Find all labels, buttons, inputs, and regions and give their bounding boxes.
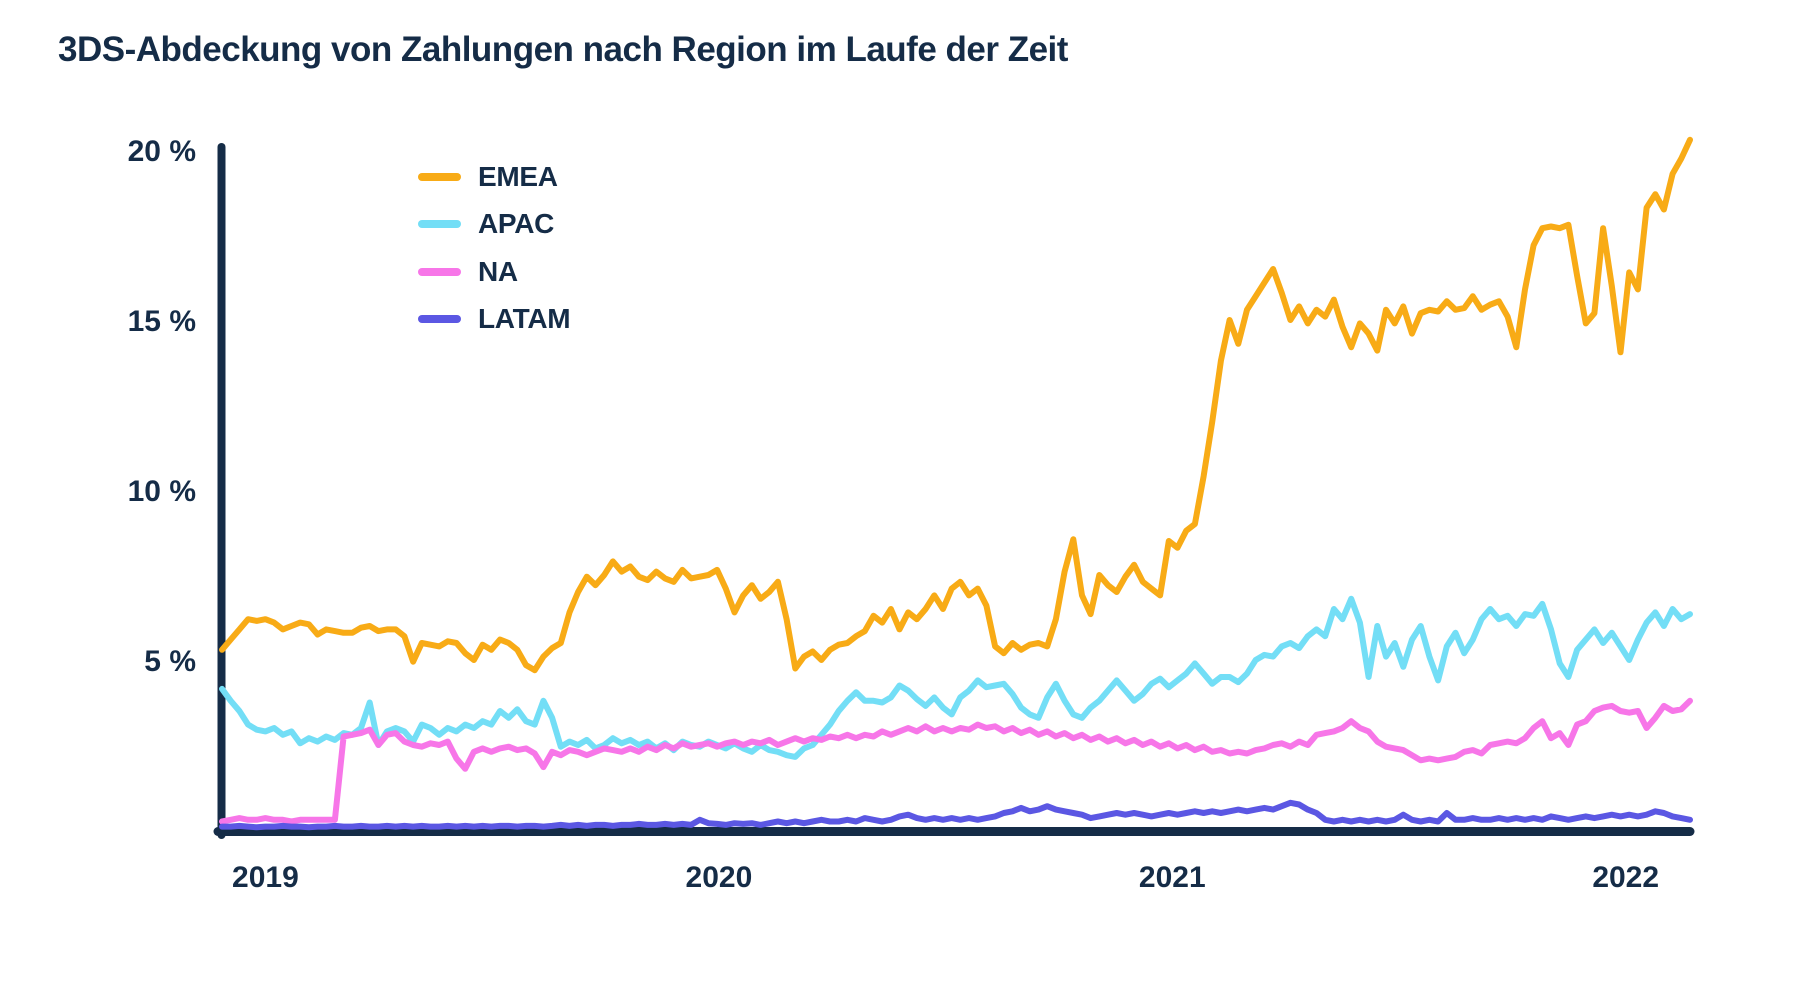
chart-title: 3DS-Abdeckung von Zahlungen nach Region … <box>58 30 1068 69</box>
x-tick-label: 2022 <box>1592 861 1659 894</box>
legend-item-na: NA <box>418 248 570 296</box>
legend-item-emea: EMEA <box>418 153 570 201</box>
series-line-emea <box>219 136 1693 674</box>
series-line-na <box>219 697 1693 825</box>
y-tick-label: 5 % <box>144 645 196 678</box>
legend-swatch-latam <box>418 315 461 324</box>
x-tick-label: 2020 <box>686 861 753 894</box>
y-tick-label: 10 % <box>128 475 196 508</box>
legend-label-na: NA <box>478 255 518 287</box>
legend-swatch-emea <box>418 172 461 181</box>
legend-swatch-na <box>418 267 461 276</box>
legend-label-latam: LATAM <box>478 303 571 335</box>
legend-swatch-apac <box>418 220 461 229</box>
y-tick-label: 15 % <box>128 305 196 338</box>
x-tick-label: 2019 <box>232 861 299 894</box>
legend-item-apac: APAC <box>418 201 570 249</box>
legend-label-emea: EMEA <box>478 160 558 192</box>
series-line-latam <box>219 799 1693 831</box>
chart-legend: EMEA APAC NA LATAM <box>418 153 571 344</box>
x-tick-label: 2021 <box>1139 861 1206 894</box>
y-tick-label: 20 % <box>128 135 196 168</box>
legend-label-apac: APAC <box>478 208 555 240</box>
legend-item-latam: LATAM <box>418 296 571 344</box>
series-line-apac <box>219 595 1693 760</box>
